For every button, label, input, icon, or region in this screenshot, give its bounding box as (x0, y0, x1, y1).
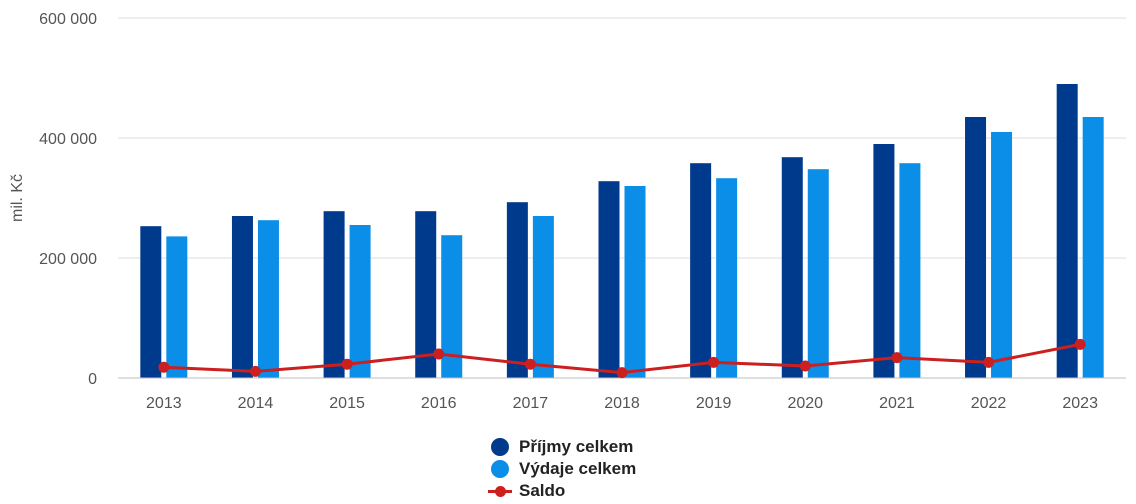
y-tick-label: 600 000 (39, 11, 97, 28)
legend: Příjmy celkem Výdaje celkem Saldo (488, 436, 636, 502)
legend-swatch-dot-icon (491, 460, 509, 478)
bar-prijmy[interactable] (231, 216, 253, 378)
x-tick-label: 2014 (238, 395, 274, 412)
y-axis-ticks: 0 200 000 400 000 600 000 (39, 11, 97, 388)
bar-prijmy[interactable] (323, 211, 345, 378)
legend-item-saldo[interactable]: Saldo (488, 480, 636, 502)
saldo-point[interactable] (249, 365, 261, 377)
bar-vydaje[interactable] (441, 235, 463, 378)
bar-prijmy[interactable] (1056, 84, 1078, 378)
x-tick-label: 2019 (696, 395, 732, 412)
legend-label: Saldo (519, 481, 566, 500)
bar-vydaje[interactable] (716, 178, 738, 378)
bar-vydaje[interactable] (624, 186, 646, 378)
legend-item-prijmy[interactable]: Příjmy celkem (488, 436, 636, 458)
bar-vydaje[interactable] (349, 225, 371, 378)
bar-prijmy[interactable] (690, 163, 712, 378)
y-axis-label: mil. Kč (9, 174, 26, 222)
legend-item-vydaje[interactable]: Výdaje celkem (488, 458, 636, 480)
bar-prijmy[interactable] (873, 144, 895, 378)
bar-vydaje[interactable] (532, 216, 554, 378)
bar-prijmy[interactable] (140, 226, 162, 378)
bar-vydaje[interactable] (257, 220, 279, 378)
bars (140, 84, 1104, 378)
saldo-point[interactable] (158, 361, 170, 373)
bar-vydaje[interactable] (1082, 117, 1104, 378)
bar-vydaje[interactable] (991, 132, 1013, 378)
saldo-point[interactable] (341, 358, 353, 370)
legend-label: Výdaje celkem (519, 459, 637, 478)
bar-prijmy[interactable] (598, 181, 620, 378)
saldo-point[interactable] (616, 367, 628, 379)
y-tick-label: 200 000 (39, 251, 97, 268)
legend-swatch-line-icon (488, 482, 512, 500)
saldo-point[interactable] (799, 360, 811, 372)
bar-prijmy[interactable] (965, 117, 987, 378)
x-tick-label: 2016 (421, 395, 457, 412)
x-tick-label: 2022 (971, 395, 1007, 412)
y-tick-label: 400 000 (39, 131, 97, 148)
x-axis-ticks: 2013 2014 2015 2016 2017 2018 2019 2020 2021 2022… (146, 395, 1098, 412)
bar-prijmy[interactable] (781, 157, 803, 378)
saldo-point[interactable] (1074, 338, 1086, 350)
saldo-point[interactable] (708, 356, 720, 368)
bar-vydaje[interactable] (166, 236, 188, 378)
bar-prijmy[interactable] (415, 211, 437, 378)
saldo-point[interactable] (524, 358, 536, 370)
y-tick-label: 0 (88, 371, 97, 388)
legend-swatch-dot-icon (491, 438, 509, 456)
x-tick-label: 2021 (879, 395, 915, 412)
x-tick-label: 2017 (513, 395, 549, 412)
saldo-point[interactable] (891, 352, 903, 364)
bar-vydaje[interactable] (899, 163, 921, 378)
bar-vydaje[interactable] (807, 169, 829, 378)
x-tick-label: 2015 (329, 395, 365, 412)
gridlines (118, 17, 1126, 259)
x-tick-label: 2018 (604, 395, 640, 412)
x-tick-label: 2013 (146, 395, 182, 412)
bar-prijmy[interactable] (506, 202, 528, 378)
saldo-line (158, 338, 1086, 379)
saldo-point[interactable] (433, 348, 445, 360)
legend-label: Příjmy celkem (519, 437, 634, 456)
x-tick-label: 2020 (787, 395, 823, 412)
x-tick-label: 2023 (1062, 395, 1098, 412)
saldo-point[interactable] (983, 356, 995, 368)
